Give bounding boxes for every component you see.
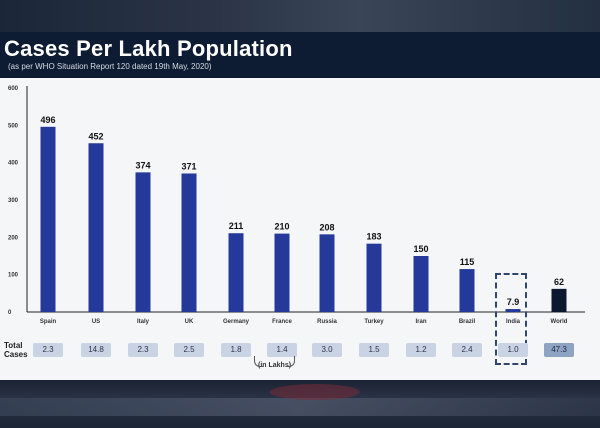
bar-germany: [228, 233, 244, 312]
total-cases-france: 1.4: [267, 343, 297, 357]
data-label: 115: [460, 257, 475, 267]
y-tick-label: 100: [8, 273, 19, 279]
data-label: 208: [319, 222, 334, 232]
data-label: 452: [88, 131, 103, 141]
x-tick-label: Italy: [137, 319, 150, 325]
total-cases-us: 14.8: [81, 343, 111, 357]
total-cases-turkey: 1.5: [359, 343, 389, 357]
chart-subtitle: (as per WHO Situation Report 120 dated 1…: [8, 62, 212, 71]
x-tick-label: Brazil: [459, 319, 476, 325]
x-tick-label: Iran: [415, 319, 426, 325]
total-cases-india: 1.0: [498, 343, 528, 357]
y-tick-label: 0: [8, 310, 12, 316]
y-tick-label: 600: [8, 86, 19, 92]
data-label: 62: [554, 277, 564, 287]
data-label: 210: [274, 222, 289, 232]
y-tick-label: 300: [8, 198, 19, 204]
data-label: 211: [229, 221, 244, 231]
blur-red-shape: [270, 384, 360, 400]
bar-russia: [319, 234, 335, 312]
bar-spain: [40, 126, 56, 313]
x-tick-label: UK: [185, 319, 194, 325]
data-label: 496: [40, 115, 55, 125]
chart-title: Cases Per Lakh Population: [4, 36, 293, 61]
x-tick-label: Spain: [40, 319, 57, 325]
total-cases-world: 47.3: [544, 343, 574, 357]
x-tick-label: Turkey: [364, 319, 384, 325]
bar-uk: [181, 173, 197, 312]
video-bottom-blur: [0, 380, 600, 428]
india-highlight-box: [495, 273, 527, 365]
data-label: 183: [366, 232, 381, 242]
total-cases-spain: 2.3: [33, 343, 63, 357]
x-tick-label: India: [506, 319, 521, 325]
x-tick-label: US: [92, 319, 100, 325]
data-label: 371: [181, 161, 196, 171]
bar-world: [551, 288, 567, 312]
bar-turkey: [366, 243, 382, 312]
bar-italy: [135, 172, 151, 312]
bar-us: [88, 143, 104, 312]
total-cases-brazil: 2.4: [452, 343, 482, 357]
x-tick-label: Russia: [317, 319, 337, 325]
bar-brazil: [459, 269, 475, 312]
bar-iran: [413, 256, 429, 312]
x-tick-label: France: [272, 319, 292, 325]
bar-india: [505, 309, 521, 312]
y-tick-label: 500: [8, 123, 19, 129]
total-cases-uk: 2.5: [174, 343, 204, 357]
slide-header: [0, 32, 600, 78]
total-cases-russia: 3.0: [312, 343, 342, 357]
total-cases-italy: 2.3: [128, 343, 158, 357]
bar-france: [274, 233, 290, 312]
y-tick-label: 200: [8, 235, 19, 241]
data-label: 7.9: [507, 297, 520, 307]
totals-label: Total Cases: [4, 341, 28, 359]
total-cases-iran: 1.2: [406, 343, 436, 357]
blur-band: [0, 398, 600, 416]
data-label: 374: [135, 160, 150, 170]
video-top-blur: [0, 0, 600, 32]
totals-unit-note: (in Lakhs): [253, 356, 296, 369]
bar-chart: 0 100 200 300 400 500 600 496 Spain 452 US 374 Italy…: [8, 86, 585, 325]
total-cases-germany: 1.8: [221, 343, 251, 357]
x-tick-label: Germany: [223, 319, 250, 325]
y-tick-label: 400: [8, 161, 19, 167]
data-label: 150: [413, 244, 428, 254]
x-tick-label: World: [551, 319, 568, 325]
